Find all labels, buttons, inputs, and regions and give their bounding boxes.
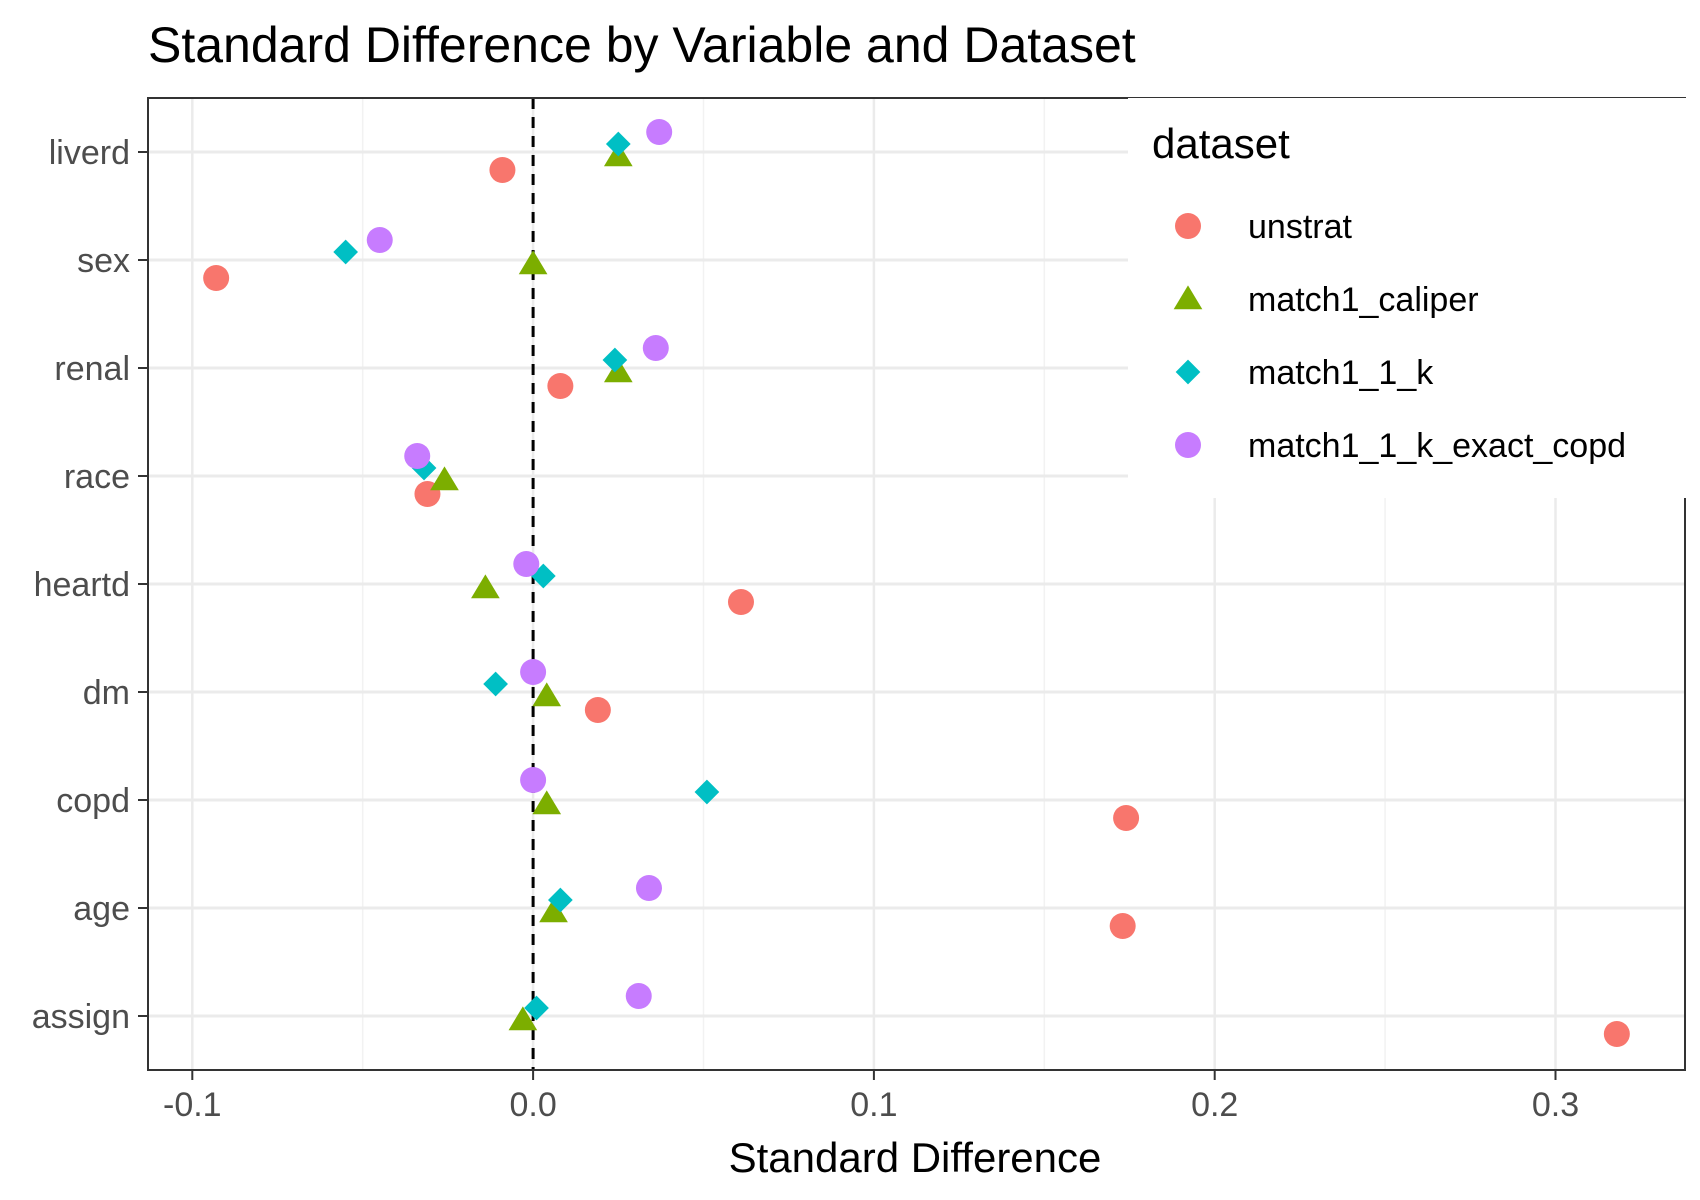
x-tick-label: 0.1 bbox=[850, 1086, 897, 1124]
data-point-match1_1_k_exact_copd bbox=[635, 875, 662, 901]
data-point-match1_1_k_exact_copd bbox=[520, 767, 547, 793]
data-point-unstrat bbox=[1109, 913, 1136, 939]
data-point-unstrat bbox=[727, 589, 754, 615]
legend: dataset unstrat match1_caliper match1_1_kma… bbox=[1128, 98, 1688, 498]
plot-points bbox=[203, 119, 1630, 1047]
x-axis: -0.1 0.0 0.1 0.2 0.3 bbox=[163, 1070, 1579, 1124]
data-point-match1_1_k bbox=[483, 671, 508, 697]
y-tick-label: copd bbox=[56, 782, 130, 820]
legend-key-match1_1_k_exact_copd bbox=[1175, 432, 1201, 458]
legend-key-unstrat bbox=[1175, 213, 1201, 239]
data-point-unstrat bbox=[489, 157, 516, 183]
x-tick-label: -0.1 bbox=[163, 1086, 222, 1124]
x-tick-label: 0.3 bbox=[1532, 1086, 1579, 1124]
data-point-unstrat bbox=[1113, 805, 1140, 831]
data-point-unstrat bbox=[1603, 1021, 1630, 1047]
data-point-unstrat bbox=[584, 697, 611, 723]
y-tick-label: dm bbox=[83, 674, 130, 712]
y-tick-label: liverd bbox=[49, 134, 130, 172]
y-tick-label: assign bbox=[32, 998, 130, 1036]
data-point-match1_1_k_exact_copd bbox=[642, 335, 669, 361]
legend-key-match1_1_k bbox=[1175, 359, 1201, 385]
data-point-match1_1_k bbox=[524, 995, 549, 1021]
x-tick-label: 0.0 bbox=[509, 1086, 556, 1124]
legend-title: dataset bbox=[1152, 120, 1290, 167]
data-point-match1_caliper bbox=[539, 898, 568, 923]
chart-title: Standard Difference by Variable and Data… bbox=[148, 17, 1136, 73]
data-point-match1_1_k bbox=[333, 239, 359, 265]
data-point-match1_caliper bbox=[518, 250, 548, 275]
legend-label: match1_1_k_exact_copd bbox=[1248, 427, 1626, 465]
data-point-match1_1_k_exact_copd bbox=[513, 551, 540, 577]
data-point-match1_1_k bbox=[605, 131, 631, 157]
data-point-match1_1_k bbox=[548, 887, 573, 913]
data-point-match1_1_k_exact_copd bbox=[404, 443, 431, 469]
legend-label: match1_1_k bbox=[1248, 354, 1434, 392]
y-tick-label: sex bbox=[77, 242, 130, 280]
data-point-match1_caliper bbox=[603, 358, 633, 383]
data-point-match1_1_k_exact_copd bbox=[625, 983, 652, 1009]
data-point-match1_caliper bbox=[508, 1006, 538, 1031]
y-tick-label: race bbox=[64, 458, 130, 496]
data-point-match1_1_k_exact_copd bbox=[646, 119, 673, 145]
data-point-match1_1_k bbox=[694, 779, 720, 805]
data-point-match1_caliper bbox=[471, 574, 500, 599]
data-point-match1_caliper bbox=[532, 790, 562, 815]
data-point-unstrat bbox=[203, 265, 230, 291]
data-point-match1_1_k bbox=[602, 347, 628, 373]
legend-box bbox=[1128, 98, 1688, 498]
y-tick-label: heartd bbox=[34, 566, 130, 604]
data-point-unstrat bbox=[547, 373, 574, 399]
y-tick-label: renal bbox=[54, 350, 130, 388]
x-tick-label: 0.2 bbox=[1191, 1086, 1238, 1124]
data-point-match1_caliper bbox=[430, 466, 459, 491]
legend-label: unstrat bbox=[1248, 208, 1352, 246]
data-point-match1_1_k_exact_copd bbox=[366, 227, 393, 253]
legend-key-match1_caliper bbox=[1173, 285, 1203, 310]
y-axis: liverd sex renal race heartd dm copd age assign bbox=[32, 134, 148, 1036]
y-tick-label: age bbox=[73, 890, 130, 928]
panel-border bbox=[147, 97, 1686, 1071]
data-point-match1_1_k_exact_copd bbox=[520, 659, 547, 685]
data-point-match1_caliper bbox=[532, 682, 562, 707]
x-axis-title: Standard Difference bbox=[729, 1134, 1102, 1181]
legend-label: match1_caliper bbox=[1248, 281, 1479, 319]
